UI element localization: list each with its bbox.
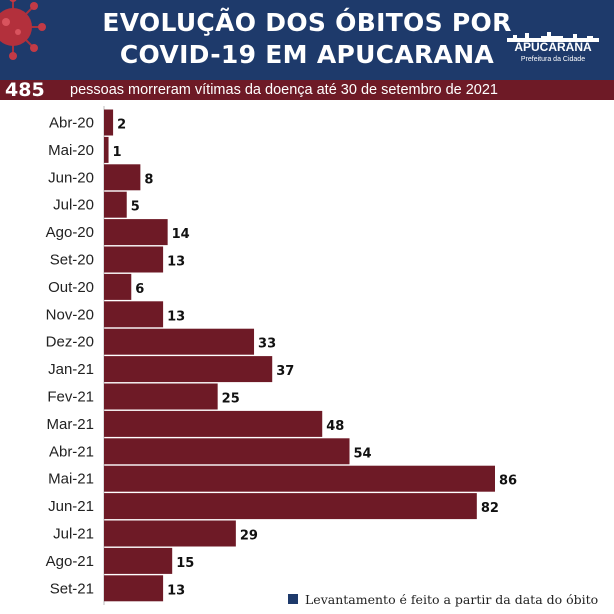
- bar: [104, 164, 141, 191]
- category-label: Mar-21: [46, 416, 94, 433]
- category-label: Mai-20: [48, 142, 94, 159]
- summary-bar: 485 pessoas morreram vítimas da doença a…: [0, 80, 614, 100]
- footnote-text: Levantamento é feito a partir da data do…: [305, 591, 599, 607]
- header-banner: EVOLUÇÃO DOS ÓBITOS POR COVID-19 EM APUC…: [0, 0, 614, 80]
- bar: [104, 547, 173, 574]
- bar: [104, 410, 323, 437]
- value-label: 1: [113, 145, 122, 160]
- bar: [104, 356, 273, 383]
- value-label: 37: [276, 364, 294, 379]
- category-label: Ago-20: [46, 224, 94, 241]
- value-label: 5: [131, 200, 140, 215]
- city-logo: APUCARANA Prefeitura da Cidade: [503, 32, 603, 72]
- page-title-line2: COVID-19 EM APUCARANA: [119, 40, 495, 69]
- footnote-marker: [288, 594, 298, 604]
- value-label: 13: [167, 309, 185, 324]
- value-label: 8: [144, 172, 153, 187]
- footnote: Levantamento é feito a partir da data do…: [288, 589, 598, 609]
- value-label: 14: [172, 227, 190, 242]
- skyline-icon: [507, 32, 599, 42]
- page-title-line1: EVOLUÇÃO DOS ÓBITOS POR: [102, 8, 512, 37]
- category-label: Jun-21: [48, 498, 94, 515]
- value-label: 86: [499, 474, 517, 489]
- bar: [104, 219, 168, 246]
- bar: [104, 493, 477, 520]
- category-label: Dez-20: [46, 334, 94, 351]
- category-label: Fev-21: [47, 389, 94, 406]
- bar: [104, 438, 350, 465]
- logo-subtitle: Prefeitura da Cidade: [520, 56, 586, 63]
- category-label: Set-21: [50, 580, 94, 597]
- bar: [104, 383, 218, 410]
- bar: [104, 575, 164, 602]
- summary-text: pessoas morreram vítimas da doença até 3…: [70, 82, 498, 98]
- category-label: Jun-20: [48, 169, 94, 186]
- category-label: Jan-21: [48, 361, 94, 378]
- total-deaths: 485: [5, 79, 45, 101]
- value-label: 48: [326, 419, 344, 434]
- bar: [104, 246, 164, 273]
- deaths-bar-chart: Abr-20 2 Mai-20 1 Jun-20 8 Jul-20 5 Ago-20 14 Set-…: [46, 106, 517, 605]
- category-label: Abr-20: [49, 115, 94, 132]
- bar: [104, 301, 164, 328]
- category-label: Ago-21: [46, 553, 94, 570]
- value-label: 25: [222, 392, 240, 407]
- bar: [104, 328, 255, 355]
- value-label: 13: [167, 583, 185, 598]
- value-label: 54: [354, 446, 372, 461]
- category-label: Abr-21: [49, 443, 94, 460]
- bar: [104, 191, 127, 218]
- bar: [104, 136, 109, 163]
- value-label: 82: [481, 501, 499, 516]
- category-label: Jul-21: [53, 526, 94, 543]
- category-label: Mai-21: [48, 471, 94, 488]
- category-label: Jul-20: [53, 197, 94, 214]
- value-label: 29: [240, 529, 258, 544]
- logo-name: APUCARANA: [514, 40, 592, 54]
- value-label: 15: [176, 556, 194, 571]
- category-label: Set-20: [50, 252, 94, 269]
- category-label: Nov-20: [46, 306, 94, 323]
- value-label: 6: [135, 282, 144, 297]
- bar: [104, 109, 114, 136]
- bar: [104, 273, 132, 300]
- category-label: Out-20: [48, 279, 94, 296]
- coronavirus-icon: [0, 0, 46, 60]
- value-label: 33: [258, 337, 276, 352]
- bar: [104, 520, 236, 547]
- value-label: 13: [167, 255, 185, 270]
- bar: [104, 465, 495, 492]
- value-label: 2: [117, 118, 126, 133]
